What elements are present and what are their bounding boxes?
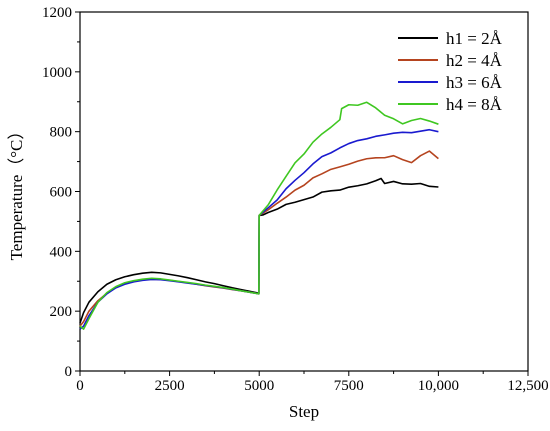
x-tick-label: 0 bbox=[76, 378, 84, 394]
series-line-4 bbox=[79, 101, 439, 330]
legend-label-1: h1 = 2Å bbox=[446, 29, 503, 48]
axis-ticks: 0 2500 5000 7500 10,000 12,500 0 200 400 600 800 10… bbox=[42, 5, 549, 394]
x-axis-title: Step bbox=[289, 402, 319, 421]
y-tick-label: 800 bbox=[50, 125, 73, 141]
x-tick-label: 7500 bbox=[334, 378, 364, 394]
legend-label-4: h4 = 8Å bbox=[446, 95, 503, 114]
y-tick-label: 0 bbox=[65, 364, 73, 380]
x-tick-label: 10,000 bbox=[418, 378, 459, 394]
y-tick-label: 600 bbox=[50, 185, 73, 201]
y-tick-label: 1000 bbox=[42, 65, 72, 81]
x-tick-label: 2500 bbox=[155, 378, 185, 394]
legend: h1 = 2Å h2 = 4Å h3 = 6Å h4 = 8Å bbox=[398, 29, 503, 114]
y-axis-title: Temperature（°C） bbox=[7, 123, 26, 261]
series-layer bbox=[79, 101, 439, 330]
legend-label-2: h2 = 4Å bbox=[446, 51, 503, 70]
y-tick-label: 400 bbox=[50, 244, 73, 260]
x-tick-label: 5000 bbox=[244, 378, 274, 394]
legend-label-3: h3 = 6Å bbox=[446, 73, 503, 92]
y-tick-label: 200 bbox=[50, 304, 73, 320]
x-tick-label: 12,500 bbox=[507, 378, 548, 394]
y-tick-label: 1200 bbox=[42, 5, 72, 21]
